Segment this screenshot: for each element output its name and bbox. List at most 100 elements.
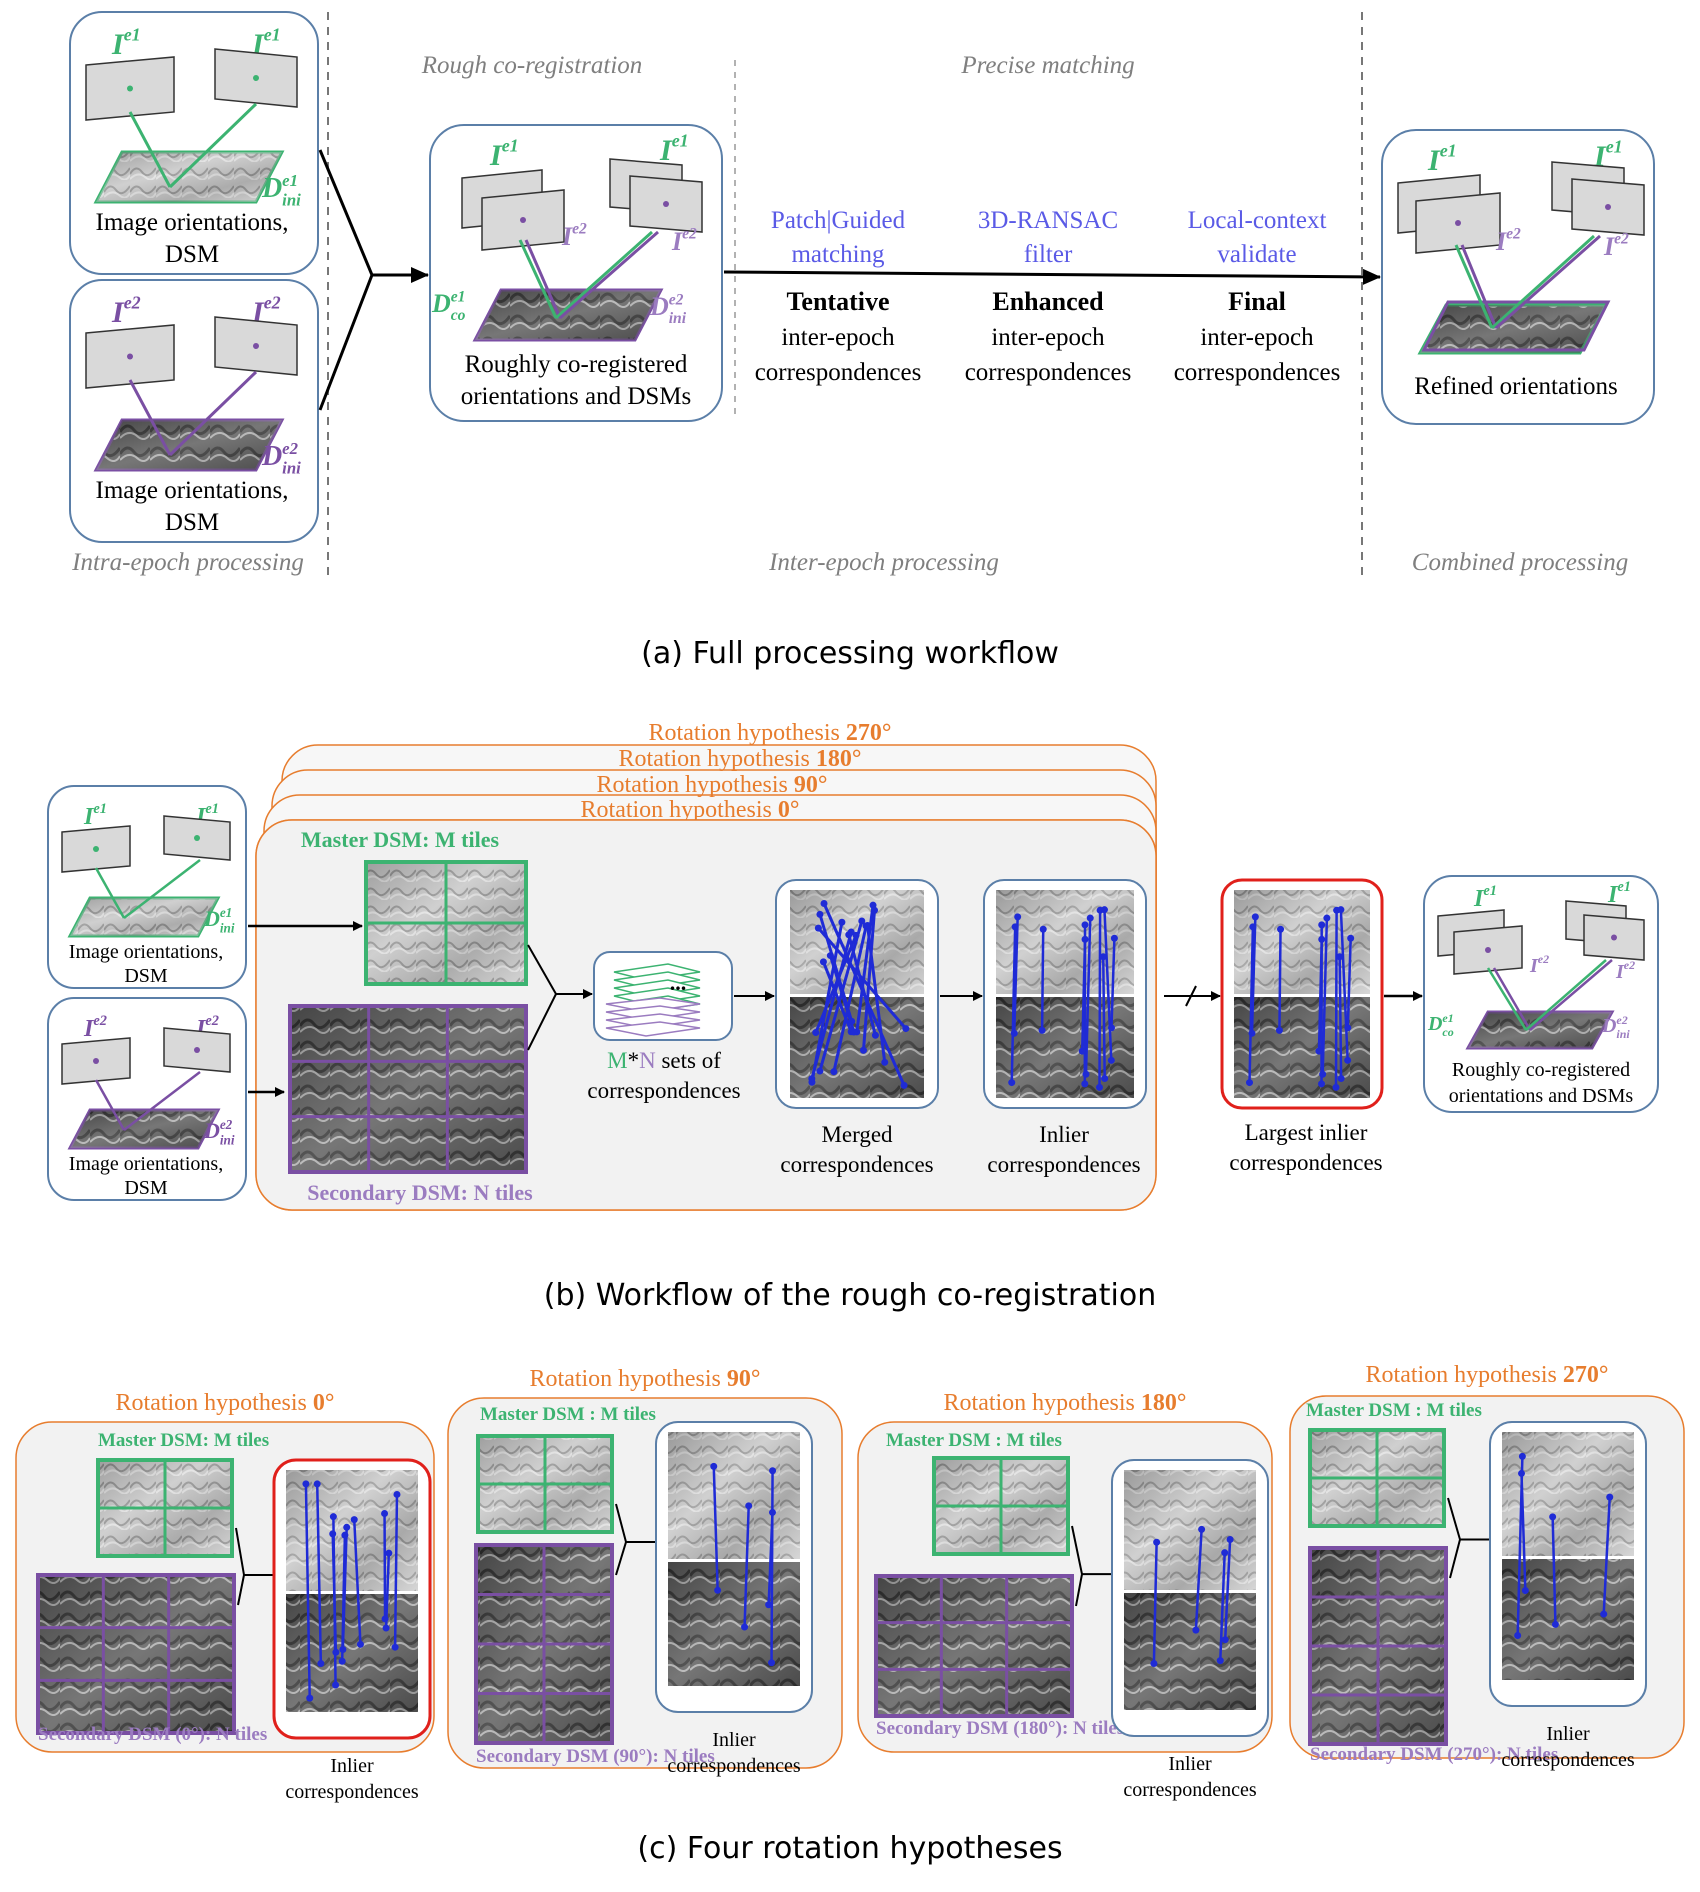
image-symbol: Ie1	[1473, 883, 1497, 912]
ray-line	[1486, 967, 1528, 1031]
match-image-bottom-shade	[1502, 1559, 1634, 1680]
match-point	[381, 1615, 389, 1623]
secondary-label: Secondary DSM (180°): N tiles	[876, 1718, 1124, 1739]
precise-step-1: Patch|Guided matching Tentative inter-epoch…	[755, 207, 922, 386]
match-point	[1226, 1536, 1234, 1544]
text-span: 180	[1141, 1390, 1177, 1416]
text-span: I	[83, 1016, 95, 1042]
rotation-hypothesis-0: Rotation hypothesis 0° Master DSM: M tile…	[15, 1390, 435, 1803]
dsm-symbol-epoch: e1	[220, 905, 232, 920]
match-point	[391, 1643, 399, 1651]
master-label: Master DSM : M tiles	[1306, 1400, 1482, 1421]
merge-mark	[1185, 985, 1197, 1007]
match-point	[1081, 935, 1089, 943]
dsm-symbol-d: D	[203, 906, 220, 931]
dsm-terrain	[472, 288, 664, 342]
match-line	[1339, 909, 1349, 1061]
match-line	[712, 1466, 719, 1591]
text-span: e2	[93, 1013, 107, 1029]
match-point	[769, 1467, 777, 1475]
match-point	[1344, 1056, 1352, 1064]
match-image-bottom-shade	[996, 997, 1134, 1098]
match-image-bottom-shade	[1124, 1593, 1256, 1710]
match-point	[1011, 923, 1019, 931]
master-tiles	[932, 1456, 1070, 1556]
match-point	[858, 917, 866, 925]
match-point	[1337, 906, 1345, 914]
text-span: e1	[1606, 137, 1623, 157]
merge-line	[237, 1574, 245, 1606]
match-point	[1606, 1493, 1614, 1501]
match-point	[859, 1046, 867, 1054]
match-point	[1216, 1657, 1224, 1665]
match-point	[1192, 1626, 1200, 1634]
dsm-shade	[96, 152, 282, 202]
match-point	[1107, 1056, 1115, 1064]
precise-step-3: Local-context validate Final inter-epoch cor…	[1174, 207, 1341, 386]
match-point	[714, 1586, 722, 1594]
match-line	[1317, 939, 1323, 1052]
epoch-caption-line1: Image orientations,	[69, 1153, 223, 1175]
text-span: °	[1599, 1362, 1609, 1388]
master-tiles	[364, 860, 528, 986]
ray-line	[1454, 244, 1494, 329]
correspondence-sets-icon: ...	[593, 951, 733, 1041]
rough-caption-line2: orientations and DSMs	[461, 383, 692, 410]
match-point	[1600, 1610, 1608, 1618]
match-point	[768, 1508, 776, 1516]
step-result-line2: correspondences	[755, 359, 922, 386]
dsm-symbol-d: D	[649, 292, 669, 321]
match-point	[1099, 953, 1107, 961]
match-point	[1150, 1659, 1158, 1667]
match-line	[770, 1470, 774, 1663]
image-symbol: Ie2	[83, 1013, 107, 1042]
step-result-line1: inter-epoch	[781, 324, 895, 351]
match-point	[814, 924, 822, 932]
merge-line	[615, 1541, 627, 1576]
dsm-shade	[1420, 305, 1606, 353]
image-symbol: Ie2	[561, 220, 587, 251]
text-span: 0	[313, 1390, 325, 1416]
image-symbol: Ie2	[1615, 958, 1635, 983]
match-point	[382, 1624, 390, 1632]
image-symbol: Ie1	[1427, 141, 1457, 178]
match-line	[1110, 938, 1116, 1028]
image-center-dot	[1611, 934, 1617, 941]
match-point	[1107, 1024, 1115, 1032]
match-point	[1078, 1047, 1086, 1055]
text-span: I	[1495, 227, 1507, 256]
inlier-label-line1: Inlier	[1546, 1723, 1590, 1745]
merge-line	[615, 1503, 627, 1543]
text-span: °	[882, 720, 892, 746]
text-span: Rotation hypothesis	[1366, 1362, 1563, 1388]
text-span: e2	[124, 293, 141, 313]
tile-border	[476, 1434, 614, 1534]
match-point	[385, 1549, 393, 1557]
epoch-caption-line1: Image orientations,	[69, 941, 223, 963]
image-symbol: Ie2	[671, 225, 697, 256]
match-point	[765, 1601, 773, 1609]
match-line	[1334, 910, 1338, 1088]
match-image-pair	[286, 1470, 418, 1712]
step-result-line2: correspondences	[965, 359, 1132, 386]
rough-caption-line1: Roughly co-registered	[1452, 1059, 1630, 1081]
image-center-dot	[1455, 220, 1461, 226]
tile-border	[36, 1573, 236, 1735]
match-line	[1250, 916, 1257, 1034]
image-center-dot	[93, 846, 99, 852]
merged-label-line1: Merged	[821, 1122, 893, 1147]
step-method-line1: 3D-RANSAC	[978, 207, 1118, 234]
text-span: °	[325, 1390, 335, 1416]
largest-label-line2: correspondences	[1229, 1150, 1382, 1175]
image-center-dot	[127, 85, 133, 92]
image-plane	[61, 825, 131, 873]
largest-label-line1: Largest inlier	[1245, 1120, 1368, 1145]
phase-label-inter: Inter-epoch processing	[768, 549, 999, 576]
match-point	[393, 1490, 401, 1498]
image-plane	[629, 175, 703, 233]
match-image-pair	[1502, 1432, 1634, 1680]
phase-label-precise: Precise matching	[960, 52, 1134, 79]
